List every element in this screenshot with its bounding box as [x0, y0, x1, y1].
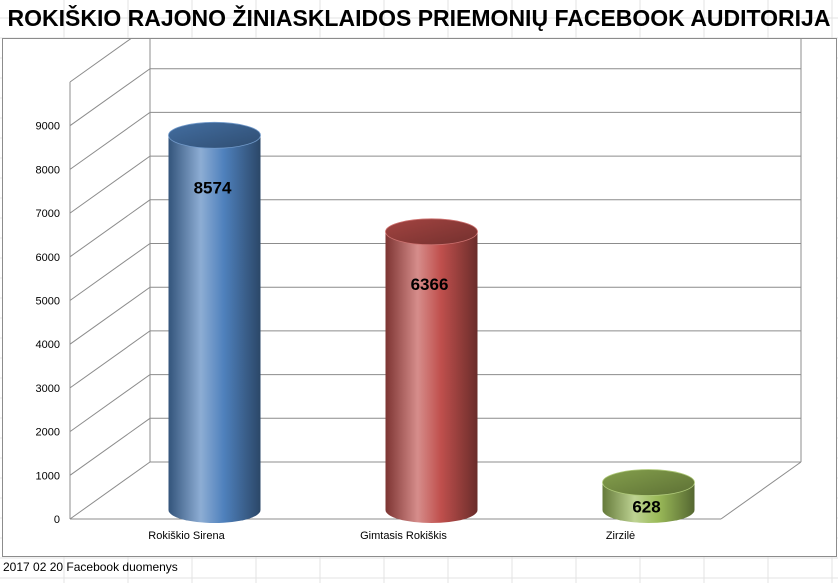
y-tick-label: 8000: [36, 164, 60, 176]
footnote: 2017 02 20 Facebook duomenys: [3, 560, 178, 574]
x-category-label: Zirzilė: [606, 530, 635, 542]
y-tick-label: 3000: [36, 383, 60, 395]
data-label: 6366: [411, 275, 449, 294]
bar-3[interactable]: [602, 469, 695, 523]
bar-1[interactable]: [168, 121, 261, 523]
bar-top: [168, 121, 261, 149]
bar-top: [385, 218, 478, 246]
bar-top: [602, 469, 695, 496]
data-label: 8574: [194, 178, 232, 197]
x-category-label: Gimtasis Rokiškis: [360, 530, 447, 542]
bar-body: [385, 231, 478, 524]
x-category-label: Rokiškio Sirena: [148, 530, 225, 542]
data-label: 628: [632, 498, 660, 517]
y-tick-label: 9000: [36, 121, 60, 133]
bar-body: [168, 135, 261, 523]
chart-area[interactable]: 0 1000 2000 3000 4000 5000 6000 7000 8000 9000 857…: [2, 38, 837, 557]
bar-2[interactable]: [385, 218, 478, 524]
y-tick-label: 5000: [36, 296, 60, 308]
chart-title: ROKIŠKIO RAJONO ŽINIASKLAIDOS PRIEMONIŲ …: [7, 5, 831, 31]
chart-plot: 0 1000 2000 3000 4000 5000 6000 7000 8000 9000 857…: [36, 39, 802, 542]
y-tick-label: 0: [54, 514, 60, 526]
y-tick-label: 1000: [36, 470, 60, 482]
gridlines: [69, 39, 802, 520]
y-tick-label: 6000: [36, 252, 60, 264]
y-tick-label: 7000: [36, 208, 60, 220]
y-tick-label: 2000: [36, 427, 60, 439]
y-tick-label: 4000: [36, 339, 60, 351]
